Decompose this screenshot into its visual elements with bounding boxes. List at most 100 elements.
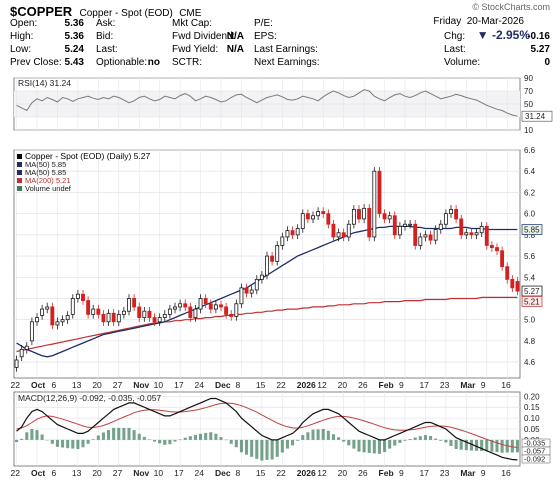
candle-body [418, 236, 423, 246]
macd-hist-bar [418, 436, 422, 440]
candle [40, 304, 45, 320]
x-tick-label: 6 [51, 380, 56, 390]
candle-body [362, 207, 367, 220]
candle-body [244, 287, 249, 294]
x-tick-label: 20 [338, 380, 348, 390]
macd-hist-bar [66, 439, 70, 449]
candle-body [265, 255, 269, 276]
candle [397, 222, 402, 240]
x-tick-label: 27 [113, 468, 123, 478]
macd-hist-bar [158, 439, 162, 444]
candle [377, 166, 382, 218]
macd-hist-bar [296, 439, 300, 441]
x-tick-label: 20 [338, 468, 348, 478]
macd-hist-bar [107, 430, 111, 440]
candle-body [193, 308, 198, 318]
candle-body [198, 298, 203, 310]
macd-hist-bar [500, 439, 504, 453]
macd-hist-bar [285, 439, 289, 449]
legend-entry: MA(50) 5.85 [25, 160, 66, 169]
candle-body [351, 208, 356, 225]
x-tick-label: 12 [317, 468, 327, 478]
candle [423, 230, 428, 242]
quote-label: Chg: [444, 31, 466, 42]
candle-body [147, 310, 152, 318]
last-price-tag [521, 285, 543, 297]
candle-body [111, 312, 116, 323]
candle-body [121, 310, 126, 315]
candle [336, 228, 341, 242]
x-tick-label: 26 [358, 468, 368, 478]
candle [418, 232, 423, 250]
candle [484, 222, 489, 250]
candle [70, 294, 75, 319]
candle-body [311, 215, 315, 220]
macd-hist-bar [91, 439, 95, 440]
candle [510, 275, 515, 293]
candle-body [203, 298, 208, 305]
legend-entry: MA(200) 5.21 [25, 176, 70, 185]
candle [213, 300, 218, 314]
candle [147, 306, 152, 322]
candle [19, 345, 24, 362]
candle-body [116, 313, 121, 323]
candle [346, 219, 351, 242]
candle [137, 302, 142, 322]
candle-body [321, 211, 326, 215]
candle [505, 262, 510, 284]
candle-body [285, 230, 290, 238]
candle [290, 226, 295, 240]
candle [152, 313, 157, 327]
quote-label: Optionable: [96, 57, 148, 68]
candle-body [326, 213, 331, 225]
y-tick-label: 5.4 [524, 273, 536, 282]
macd-hist-bar [163, 439, 167, 445]
candle [489, 241, 494, 252]
candle-body [469, 232, 474, 236]
candle [142, 306, 147, 322]
candle-body [70, 298, 75, 315]
candle [408, 219, 413, 229]
rsi-title: RSI(14) 31.24 [18, 78, 71, 88]
candle-body [505, 266, 510, 280]
candle [275, 241, 280, 266]
macd-hist-bar [219, 437, 223, 440]
symbol: $COPPER [10, 4, 73, 19]
macd-hist-bar [40, 434, 44, 440]
rsi-last-value: 31.24 [525, 112, 546, 121]
candle [219, 300, 223, 312]
candle [86, 296, 91, 319]
macd-hist-bar [204, 432, 208, 440]
candle-body [408, 223, 413, 226]
quote-label: High: [10, 31, 34, 42]
candle-body [96, 308, 101, 315]
legend-swatch [17, 154, 22, 159]
candle [265, 251, 269, 280]
candle-body [178, 303, 183, 308]
candle-body [515, 281, 520, 292]
x-tick-label: 17 [419, 380, 429, 390]
candle-body [40, 308, 45, 316]
macd-hist-bar [454, 439, 458, 450]
legend-entry: Copper - Spot (EOD) (Daily) 5.27 [25, 151, 150, 161]
macd-hist-bar [239, 439, 243, 453]
legend-swatch [17, 170, 22, 175]
y-tick-label: 4.8 [524, 337, 536, 346]
candle [111, 309, 116, 327]
candle [173, 302, 177, 314]
rsi-last-tag [521, 110, 553, 122]
candle [188, 302, 193, 322]
candle-body [234, 303, 239, 317]
macd-hist-bar [393, 439, 397, 446]
macd-hist-bar [423, 435, 427, 440]
candle [515, 277, 520, 296]
macd-hist-bar [510, 439, 514, 453]
candle [443, 209, 448, 229]
ma50-tag-value: 5.85 [524, 226, 540, 235]
macd-hist-bar [61, 439, 65, 448]
x-tick-label: 26 [358, 380, 368, 390]
candle [403, 219, 407, 231]
candle-body [479, 225, 484, 234]
macd-hist-bar [71, 439, 75, 449]
x-tick-label: 13 [72, 468, 82, 478]
